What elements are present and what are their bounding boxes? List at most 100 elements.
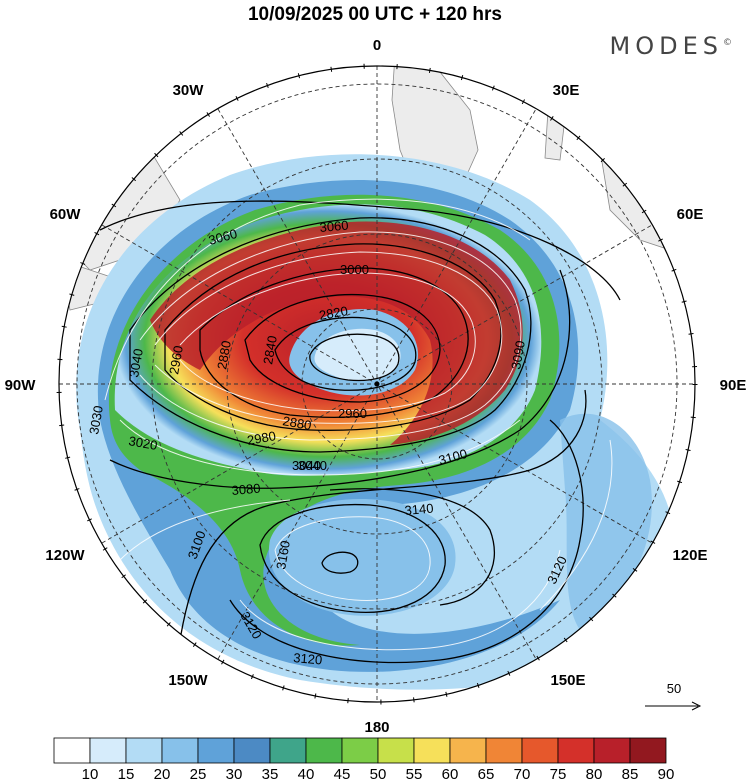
- map-title: 10/09/2025 00 UTC + 120 hrs: [247, 4, 503, 25]
- streamline: [154, 251, 503, 424]
- colorbar-label: 90: [658, 766, 675, 782]
- contour-label: 3060: [207, 226, 239, 248]
- reference-vector-head: [691, 701, 702, 711]
- colorbar-label: 85: [622, 766, 639, 782]
- colorbar-label: 25: [190, 766, 207, 782]
- lon-label-150e: 150E: [550, 672, 585, 689]
- contour-label: 2820: [318, 303, 349, 323]
- contour-label: 3020: [127, 433, 158, 453]
- contour-label: 3000: [340, 262, 369, 277]
- streamline: [119, 419, 521, 476]
- colorbar-box: [593, 737, 631, 764]
- colorbar-box: [557, 737, 595, 764]
- colorbar-label: 30: [226, 766, 243, 782]
- streamline: [239, 549, 561, 651]
- contour-outer: [99, 200, 621, 301]
- lon-label-60w: 60W: [50, 206, 82, 223]
- colorbar-label: 70: [514, 766, 531, 782]
- colorbar-label: 65: [478, 766, 495, 782]
- lon-label-90e: 90E: [720, 377, 747, 394]
- lon-label-60e: 60E: [677, 206, 704, 223]
- lon-label-120w: 120W: [45, 547, 85, 564]
- contour-3080: [109, 269, 571, 489]
- contour-label: 3040: [298, 458, 327, 473]
- colorbar-box: [197, 737, 235, 764]
- colorbar-label: 15: [118, 766, 135, 782]
- contour-3120: [229, 419, 584, 664]
- colorbar-box: [629, 737, 667, 764]
- colorbar-label: 75: [550, 766, 567, 782]
- lon-label-30e: 30E: [553, 82, 580, 99]
- contour-3060: [129, 217, 532, 453]
- lon-label-180: 180: [364, 719, 389, 736]
- contour-3170: [321, 551, 359, 574]
- streamline: [139, 231, 522, 441]
- streamline: [104, 198, 531, 401]
- contour-label: 2880: [281, 413, 312, 433]
- brand-logo: MODES©: [610, 32, 732, 60]
- contour-label: 3030: [86, 404, 106, 435]
- colorbar-box: [377, 737, 415, 764]
- colorbar-box: [53, 737, 91, 764]
- streamline: [274, 516, 431, 601]
- colorbar-label: 50: [370, 766, 387, 782]
- colorbar-box: [161, 737, 199, 764]
- contour-3160: [259, 503, 446, 613]
- contour-label: 3090: [508, 339, 528, 370]
- contour-label: 2980: [246, 428, 277, 448]
- colorbar-box: [341, 737, 379, 764]
- contour-2960: [199, 267, 469, 419]
- colorbar-box: [485, 737, 523, 764]
- contour-label: 3160: [273, 539, 293, 570]
- streamline: [179, 272, 476, 412]
- contour-label: 3040: [126, 347, 146, 378]
- streamline: [539, 439, 613, 611]
- colorbar-label: 35: [262, 766, 279, 782]
- colorbar-label: 20: [154, 766, 171, 782]
- reference-vector: 50: [645, 681, 702, 711]
- brand-mark: ©: [723, 38, 732, 48]
- colorbar-label: 10: [82, 766, 99, 782]
- contour-2880: [244, 293, 441, 403]
- colorbar-labels: 10 15 20 25 30 35 40 45 50 55 60 65 70 75 80 85 90: [82, 766, 675, 782]
- colorbar-box: [89, 737, 127, 764]
- contour-2840: [274, 316, 417, 391]
- contour-label: 2960: [338, 406, 367, 421]
- streamlines: [104, 198, 613, 651]
- colorbar-box: [521, 737, 559, 764]
- contour-label: 3080: [231, 481, 261, 498]
- streamline: [119, 499, 291, 561]
- contour-2820: [309, 333, 400, 382]
- contour-label: 3120: [293, 650, 323, 667]
- height-contours: [99, 200, 621, 664]
- longitude-labels: 0 30E 60E 90E 120E 150E 180 150W 120W 90…: [5, 37, 747, 736]
- colorbar-label: 55: [406, 766, 423, 782]
- colorbar-box: [269, 737, 307, 764]
- lon-label-150w: 150W: [168, 672, 208, 689]
- east-shade: [560, 413, 652, 630]
- pole-marker: [374, 381, 380, 387]
- colorbar-label: 60: [442, 766, 459, 782]
- contour-label: 2880: [214, 339, 234, 370]
- colorbar-box: [125, 737, 163, 764]
- colorbar-boxes: [53, 737, 667, 764]
- lon-label-90w: 90W: [5, 377, 37, 394]
- contour-label: 3140: [404, 501, 434, 518]
- colorbar-label: 80: [586, 766, 603, 782]
- colorbar-box: [413, 737, 451, 764]
- colorbar-label: 45: [334, 766, 351, 782]
- contour-label: 2960: [166, 344, 186, 375]
- contour-3140: [329, 488, 495, 606]
- lon-label-0: 0: [373, 37, 381, 54]
- colorbar-box: [305, 737, 343, 764]
- colorbar-box: [449, 737, 487, 764]
- map-ticks: [56, 63, 698, 705]
- contour-label: 3040: [292, 458, 321, 473]
- cold-center-inner: [314, 328, 401, 382]
- lon-label-120e: 120E: [672, 547, 707, 564]
- brand-name: MODES: [609, 32, 723, 60]
- contour-3000: [164, 243, 502, 431]
